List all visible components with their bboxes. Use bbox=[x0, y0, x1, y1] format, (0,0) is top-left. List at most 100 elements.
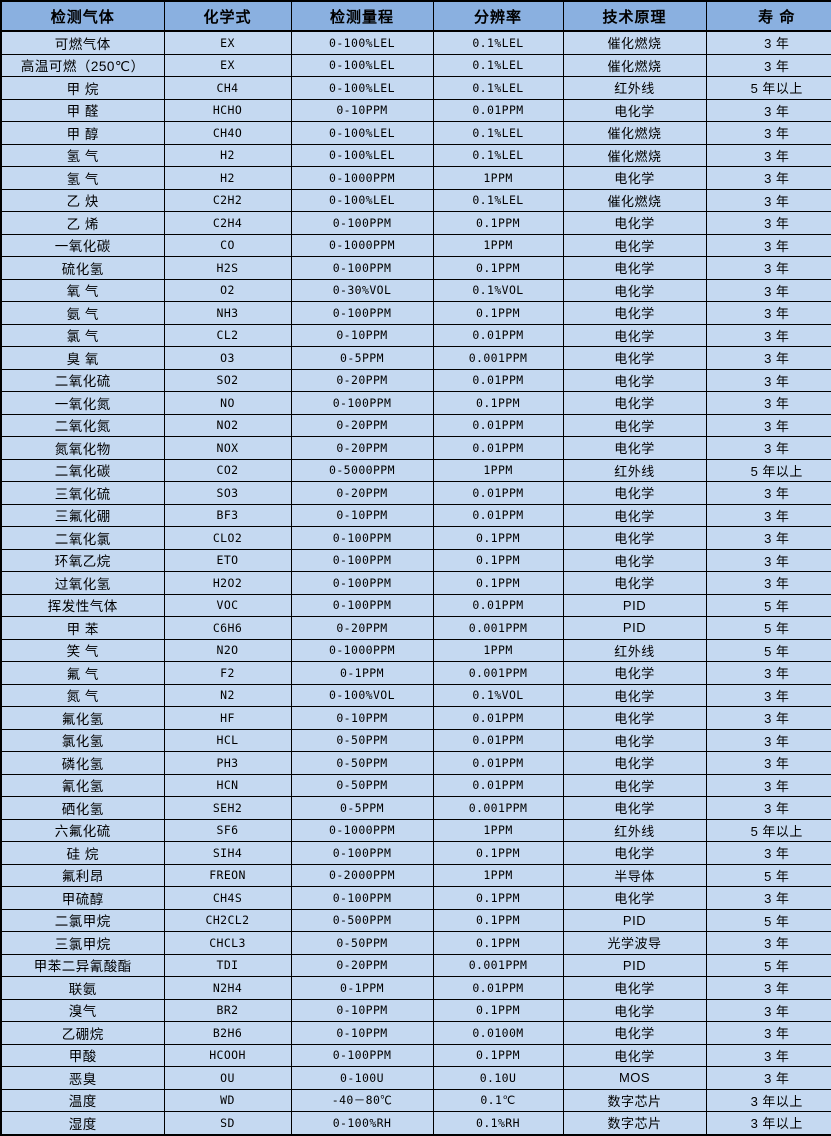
cell-resolution: 0.01PPM bbox=[432, 706, 564, 730]
cell-life: 3 年 bbox=[705, 886, 831, 910]
cell-resolution: 1PPM bbox=[432, 638, 564, 662]
cell-name: 可燃气体 bbox=[0, 30, 165, 55]
table-row: 甲 苯 C6H6 0-20PPM 0.001PPM PID 5 年 bbox=[0, 616, 831, 640]
cell-name: 乙硼烷 bbox=[0, 1021, 165, 1045]
cell-life: 5 年 bbox=[705, 863, 831, 887]
cell-resolution: 0.01PPM bbox=[432, 98, 564, 122]
cell-range: 0-1PPM bbox=[290, 976, 434, 1000]
cell-range: 0-5PPM bbox=[290, 796, 434, 820]
table-row: 可燃气体 EX 0-100%LEL 0.1%LEL 催化燃烧 3 年 bbox=[0, 30, 831, 55]
cell-formula: CH4S bbox=[163, 886, 292, 910]
table-row: 恶臭 OU 0-100U 0.10U MOS 3 年 bbox=[0, 1066, 831, 1090]
cell-resolution: 1PPM bbox=[432, 863, 564, 887]
table-row: 一氧化碳 CO 0-1000PPM 1PPM 电化学 3 年 bbox=[0, 233, 831, 257]
cell-principle: PID bbox=[562, 953, 707, 977]
cell-formula: O2 bbox=[163, 278, 292, 302]
table-body: 可燃气体 EX 0-100%LEL 0.1%LEL 催化燃烧 3 年高温可燃（250℃） E… bbox=[0, 30, 831, 1135]
cell-formula: H2 bbox=[163, 143, 292, 167]
table-row: 臭 氧 O3 0-5PPM 0.001PPM 电化学 3 年 bbox=[0, 346, 831, 370]
cell-name: 过氧化氢 bbox=[0, 571, 165, 595]
cell-resolution: 0.1PPM bbox=[432, 391, 564, 415]
cell-name: 二氧化氯 bbox=[0, 526, 165, 550]
cell-formula: SF6 bbox=[163, 818, 292, 842]
cell-name: 甲 醛 bbox=[0, 98, 165, 122]
cell-resolution: 0.001PPM bbox=[432, 661, 564, 685]
cell-resolution: 0.1℃ bbox=[432, 1088, 564, 1112]
cell-name: 氧 气 bbox=[0, 278, 165, 302]
cell-life: 3 年 bbox=[705, 211, 831, 235]
cell-life: 3 年 bbox=[705, 683, 831, 707]
cell-formula: NH3 bbox=[163, 301, 292, 325]
cell-range: -40－80℃ bbox=[290, 1088, 434, 1112]
cell-formula: CHCL3 bbox=[163, 931, 292, 955]
cell-principle: 催化燃烧 bbox=[562, 188, 707, 212]
cell-life: 3 年 bbox=[705, 796, 831, 820]
cell-formula: EX bbox=[163, 53, 292, 77]
cell-name: 湿度 bbox=[0, 1111, 165, 1135]
cell-formula: C2H2 bbox=[163, 188, 292, 212]
cell-name: 氯化氢 bbox=[0, 728, 165, 752]
column-header-resolution: 分辨率 bbox=[432, 0, 564, 32]
cell-life: 3 年 bbox=[705, 436, 831, 460]
cell-resolution: 1PPM bbox=[432, 818, 564, 842]
table-row: 氨 气 NH3 0-100PPM 0.1PPM 电化学 3 年 bbox=[0, 301, 831, 325]
cell-life: 3 年 bbox=[705, 413, 831, 437]
cell-principle: 电化学 bbox=[562, 548, 707, 572]
cell-range: 0-100PPM bbox=[290, 301, 434, 325]
cell-formula: ETO bbox=[163, 548, 292, 572]
cell-range: 0-100PPM bbox=[290, 256, 434, 280]
cell-formula: TDI bbox=[163, 953, 292, 977]
cell-range: 0-100PPM bbox=[290, 571, 434, 595]
cell-formula: SIH4 bbox=[163, 841, 292, 865]
cell-resolution: 0.1PPM bbox=[432, 1043, 564, 1067]
cell-formula: NO bbox=[163, 391, 292, 415]
cell-range: 0-10PPM bbox=[290, 1021, 434, 1045]
table-row: 二氧化氮 NO2 0-20PPM 0.01PPM 电化学 3 年 bbox=[0, 413, 831, 437]
cell-resolution: 0.001PPM bbox=[432, 953, 564, 977]
cell-range: 0-2000PPM bbox=[290, 863, 434, 887]
column-header-life: 寿 命 bbox=[705, 0, 831, 32]
table-row: 氮氧化物 NOX 0-20PPM 0.01PPM 电化学 3 年 bbox=[0, 436, 831, 460]
table-row: 三氟化硼 BF3 0-10PPM 0.01PPM 电化学 3 年 bbox=[0, 503, 831, 527]
cell-life: 3 年 bbox=[705, 98, 831, 122]
cell-resolution: 0.01PPM bbox=[432, 323, 564, 347]
cell-principle: 电化学 bbox=[562, 841, 707, 865]
cell-name: 二氧化碳 bbox=[0, 458, 165, 482]
cell-formula: N2 bbox=[163, 683, 292, 707]
table-row: 硫化氢 H2S 0-100PPM 0.1PPM 电化学 3 年 bbox=[0, 256, 831, 280]
cell-formula: CLO2 bbox=[163, 526, 292, 550]
table-row: 联氨 N2H4 0-1PPM 0.01PPM 电化学 3 年 bbox=[0, 976, 831, 1000]
cell-life: 3 年 bbox=[705, 751, 831, 775]
cell-formula: OU bbox=[163, 1066, 292, 1090]
cell-range: 0-100%LEL bbox=[290, 188, 434, 212]
cell-formula: H2 bbox=[163, 166, 292, 190]
cell-principle: 电化学 bbox=[562, 1021, 707, 1045]
table-row: 乙 炔 C2H2 0-100%LEL 0.1%LEL 催化燃烧 3 年 bbox=[0, 188, 831, 212]
cell-principle: 红外线 bbox=[562, 458, 707, 482]
cell-principle: 电化学 bbox=[562, 683, 707, 707]
table-row: 氟 气 F2 0-1PPM 0.001PPM 电化学 3 年 bbox=[0, 661, 831, 685]
cell-formula: H2O2 bbox=[163, 571, 292, 595]
cell-resolution: 0.1PPM bbox=[432, 886, 564, 910]
cell-principle: 数字芯片 bbox=[562, 1088, 707, 1112]
cell-name: 磷化氢 bbox=[0, 751, 165, 775]
cell-range: 0-100PPM bbox=[290, 886, 434, 910]
cell-name: 温度 bbox=[0, 1088, 165, 1112]
cell-name: 硒化氢 bbox=[0, 796, 165, 820]
cell-name: 氮氧化物 bbox=[0, 436, 165, 460]
cell-formula: HCL bbox=[163, 728, 292, 752]
table-row: 三氧化硫 SO3 0-20PPM 0.01PPM 电化学 3 年 bbox=[0, 481, 831, 505]
cell-life: 5 年以上 bbox=[705, 76, 831, 100]
cell-principle: 电化学 bbox=[562, 436, 707, 460]
cell-principle: 催化燃烧 bbox=[562, 53, 707, 77]
table-row: 甲硫醇 CH4S 0-100PPM 0.1PPM 电化学 3 年 bbox=[0, 886, 831, 910]
cell-life: 3 年 bbox=[705, 368, 831, 392]
cell-life: 3 年 bbox=[705, 301, 831, 325]
cell-resolution: 0.0100M bbox=[432, 1021, 564, 1045]
cell-formula: BR2 bbox=[163, 998, 292, 1022]
cell-formula: H2S bbox=[163, 256, 292, 280]
cell-resolution: 0.1%LEL bbox=[432, 143, 564, 167]
cell-principle: 电化学 bbox=[562, 346, 707, 370]
cell-range: 0-20PPM bbox=[290, 368, 434, 392]
cell-formula: C6H6 bbox=[163, 616, 292, 640]
